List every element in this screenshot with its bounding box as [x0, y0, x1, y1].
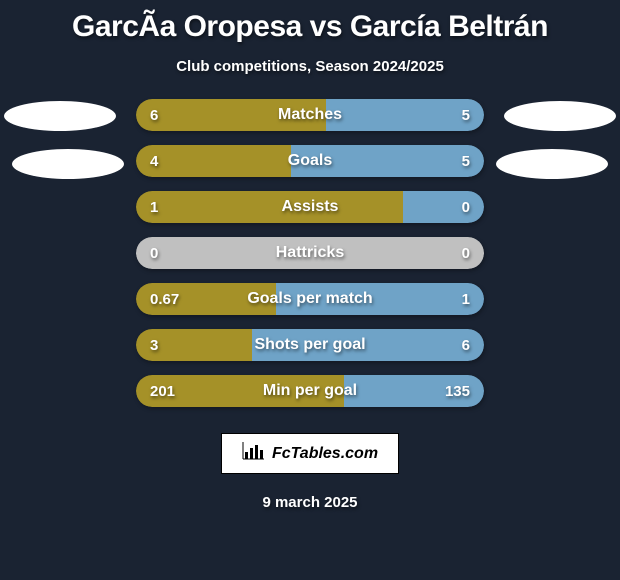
stat-row: Shots per goal36	[136, 329, 484, 361]
stat-bar-right	[276, 283, 484, 315]
stat-bar-right	[344, 375, 484, 407]
stat-bar-left	[136, 191, 403, 223]
stat-bar-left	[136, 99, 326, 131]
brand-text: FcTables.com	[272, 445, 378, 463]
placeholder-ellipse	[12, 149, 124, 179]
stat-bar-right	[326, 99, 484, 131]
stat-row: Goals per match0.671	[136, 283, 484, 315]
placeholder-ellipse	[4, 101, 116, 131]
page-title: GarcÃ­a Oropesa vs García Beltrán	[72, 10, 548, 44]
stat-row: Hattricks00	[136, 237, 484, 269]
placeholder-ellipse	[496, 149, 608, 179]
stat-bar-left	[136, 283, 276, 315]
brand-badge[interactable]: FcTables.com	[221, 433, 399, 474]
stat-row: Min per goal201135	[136, 375, 484, 407]
stat-bar-left	[136, 145, 291, 177]
stats-area: Matches65 Goals45 Assists10 Hattricks00 Goal…	[0, 99, 620, 407]
stat-bar-right	[252, 329, 484, 361]
stat-bar-right	[403, 191, 484, 223]
stat-row: Goals45	[136, 145, 484, 177]
page-subtitle: Club competitions, Season 2024/2025	[176, 58, 444, 75]
stat-rows: Matches65 Goals45 Assists10 Hattricks00 Goal…	[0, 99, 620, 407]
stat-bar-left	[136, 375, 344, 407]
footer-date: 9 march 2025	[262, 494, 357, 511]
comparison-card: GarcÃ­a Oropesa vs García Beltrán Club c…	[0, 0, 620, 580]
stat-bar-right	[291, 145, 484, 177]
stat-bar-left	[136, 329, 252, 361]
stat-bar-left	[136, 237, 310, 269]
stat-row: Matches65	[136, 99, 484, 131]
placeholder-ellipse	[504, 101, 616, 131]
chart-icon	[242, 442, 264, 465]
stat-row: Assists10	[136, 191, 484, 223]
stat-bar-right	[310, 237, 484, 269]
